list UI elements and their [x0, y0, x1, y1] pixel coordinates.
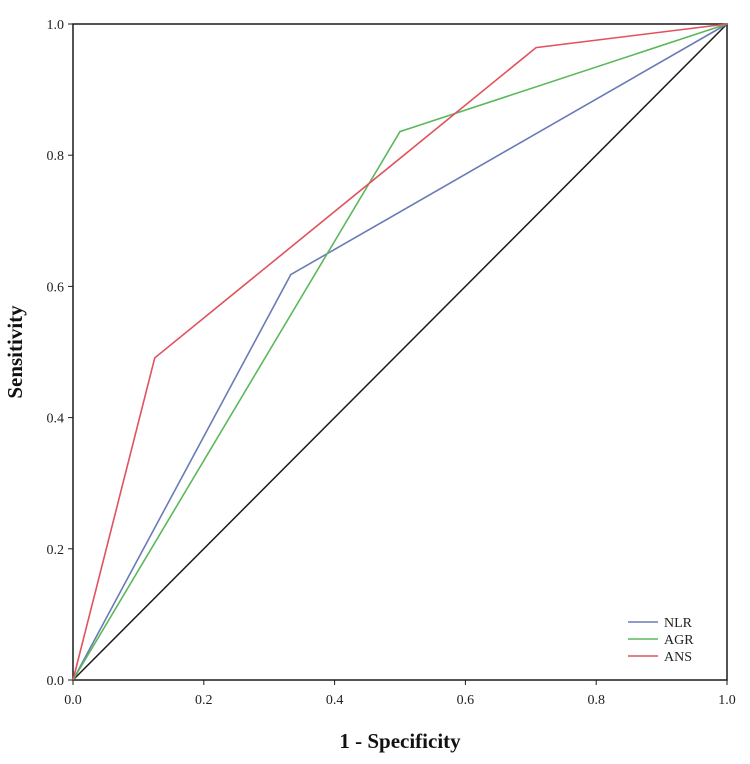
x-tick-label: 0.2	[195, 693, 213, 708]
legend-label-agr: AGR	[664, 633, 694, 648]
x-ticks: 0.0 0.2 0.4 0.6 0.8 1.0	[64, 680, 736, 708]
series-line-agr	[72, 23, 728, 681]
series-line-nlr	[72, 23, 728, 681]
series-line-ans	[72, 23, 728, 681]
legend: NLR AGR ANS	[628, 616, 694, 665]
y-tick-label: 0.8	[47, 149, 65, 164]
reference-layer	[72, 23, 728, 681]
y-tick-label: 0.6	[47, 280, 65, 295]
series-layer	[72, 23, 728, 681]
y-ticks: 0.0 0.2 0.4 0.6 0.8 1.0	[47, 18, 73, 689]
reference-diagonal-line	[72, 23, 728, 681]
y-tick-label: 0.2	[47, 543, 65, 558]
x-tick-label: 0.0	[64, 693, 82, 708]
y-tick-label: 0.4	[47, 412, 65, 427]
y-tick-label: 0.0	[47, 674, 65, 689]
y-tick-label: 1.0	[47, 18, 65, 33]
y-axis-title: Sensitivity	[3, 305, 27, 399]
x-tick-label: 0.4	[326, 693, 344, 708]
x-tick-label: 0.6	[457, 693, 475, 708]
x-tick-label: 0.8	[587, 693, 605, 708]
x-axis-title: 1 - Specificity	[339, 729, 461, 753]
x-tick-label: 1.0	[718, 693, 736, 708]
legend-label-ans: ANS	[664, 650, 692, 665]
legend-label-nlr: NLR	[664, 616, 693, 631]
